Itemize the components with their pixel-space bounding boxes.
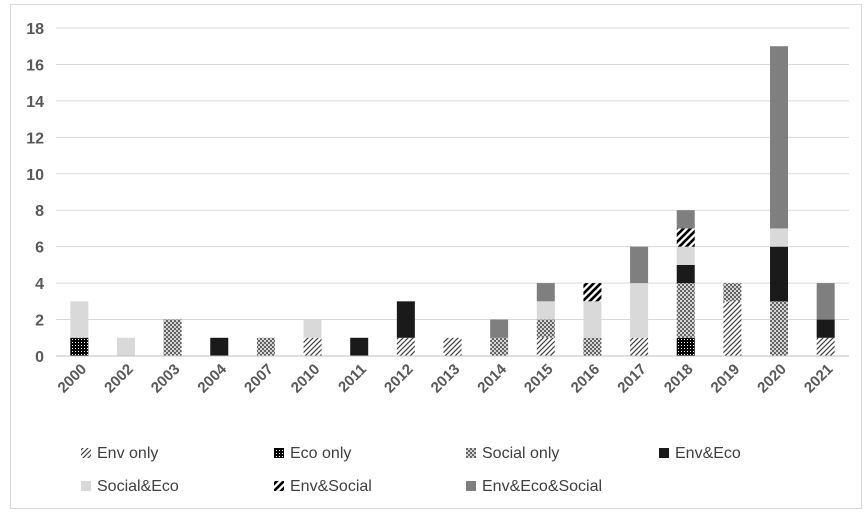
x-tick-label: 2017 [614, 361, 650, 397]
bar-segment [210, 337, 229, 356]
bar-segment [770, 228, 789, 247]
legend-swatch [81, 448, 91, 458]
legend-label: Env&Eco [675, 445, 741, 462]
bar-segment [70, 301, 89, 338]
legend-swatch [274, 448, 284, 458]
y-tick-label: 6 [35, 240, 44, 257]
legend-label: Social only [482, 445, 559, 462]
bar-segment [676, 283, 695, 338]
x-tick-label: 2013 [428, 361, 464, 397]
bar-segment [303, 319, 322, 338]
legend-label: Env&Eco&Social [482, 478, 602, 495]
bar-segment [676, 228, 695, 247]
bar-segment [70, 337, 89, 356]
y-tick-label: 10 [26, 167, 44, 184]
x-tick-label: 2003 [148, 361, 184, 397]
bar-segment [770, 46, 789, 229]
bar-segment [723, 301, 742, 356]
legend: Env only Eco only Social only Env&Eco Social… [81, 445, 741, 495]
bar-segment [396, 337, 415, 356]
x-tick-label: 2007 [241, 361, 277, 397]
y-tick-label: 0 [35, 349, 44, 366]
bar-segment [163, 319, 182, 356]
x-tick-label: 2021 [801, 361, 837, 397]
bar-segment [443, 337, 462, 356]
bar-segment [630, 283, 649, 338]
x-tick-label: 2015 [521, 361, 557, 397]
bar-segment [490, 319, 509, 338]
bar-segment [676, 264, 695, 284]
x-tick-label: 2000 [55, 361, 91, 397]
legend-swatch [274, 481, 284, 491]
bar-segment [816, 319, 835, 338]
bar-segment [583, 301, 602, 338]
bar-segment [770, 301, 789, 356]
bar-stacks [70, 46, 835, 356]
bar-segment [490, 337, 509, 356]
legend-swatch [81, 481, 91, 491]
bar-segment [583, 337, 602, 356]
x-tick-label: 2004 [194, 360, 230, 396]
legend-label: Env&Social [290, 478, 372, 495]
x-tick-label: 2018 [661, 361, 697, 397]
bar-segment [256, 337, 275, 356]
y-tick-label: 12 [26, 130, 44, 147]
y-tick-label: 18 [26, 21, 44, 38]
bar-segment [676, 210, 695, 229]
x-tick-label: 2020 [754, 361, 790, 397]
legend-label: Eco only [290, 445, 351, 462]
chart-frame: 0 2 4 6 8 10 12 14 16 18 2000 2002 2003 2004 2007 2010… [10, 4, 862, 509]
bar-segment [116, 337, 135, 356]
y-tick-label: 14 [26, 94, 44, 111]
y-tick-label: 4 [35, 276, 44, 293]
stacked-bar-chart: 0 2 4 6 8 10 12 14 16 18 2000 2002 2003 2004 2007 2010… [26, 21, 849, 495]
x-tick-label: 2002 [101, 361, 137, 397]
bar-segment [816, 337, 835, 356]
x-tick-label: 2019 [708, 361, 744, 397]
y-tick-label: 16 [26, 57, 44, 74]
bar-segment [536, 337, 555, 356]
x-tick-label: 2011 [335, 361, 370, 396]
y-axis-ticks: 0 2 4 6 8 10 12 14 16 18 [26, 21, 44, 366]
legend-label: Env only [97, 445, 158, 462]
y-tick-label: 8 [35, 203, 44, 220]
bar-segment [630, 246, 649, 284]
bar-segment [816, 283, 835, 320]
y-tick-label: 2 [35, 313, 44, 330]
x-tick-label: 2016 [568, 361, 604, 397]
bar-segment [770, 246, 789, 302]
bar-segment [536, 301, 555, 320]
bar-segment [583, 283, 602, 302]
x-tick-label: 2014 [474, 360, 510, 396]
bar-segment [630, 337, 649, 356]
gridlines [56, 27, 849, 321]
bar-segment [676, 246, 695, 265]
legend-label: Social&Eco [97, 478, 179, 495]
bar-segment [536, 283, 555, 302]
bar-segment [723, 283, 742, 302]
legend-swatch [466, 481, 476, 491]
bar-segment [676, 337, 695, 356]
bar-segment [350, 337, 369, 356]
legend-swatch [659, 448, 669, 458]
x-tick-label: 2010 [288, 361, 324, 397]
bar-segment [303, 337, 322, 356]
x-axis-ticks: 2000 2002 2003 2004 2007 2010 2011 2012 2013 2014… [55, 360, 837, 396]
bar-segment [396, 301, 415, 338]
legend-swatch [466, 448, 476, 458]
bar-segment [536, 319, 555, 338]
x-tick-label: 2012 [381, 361, 417, 397]
